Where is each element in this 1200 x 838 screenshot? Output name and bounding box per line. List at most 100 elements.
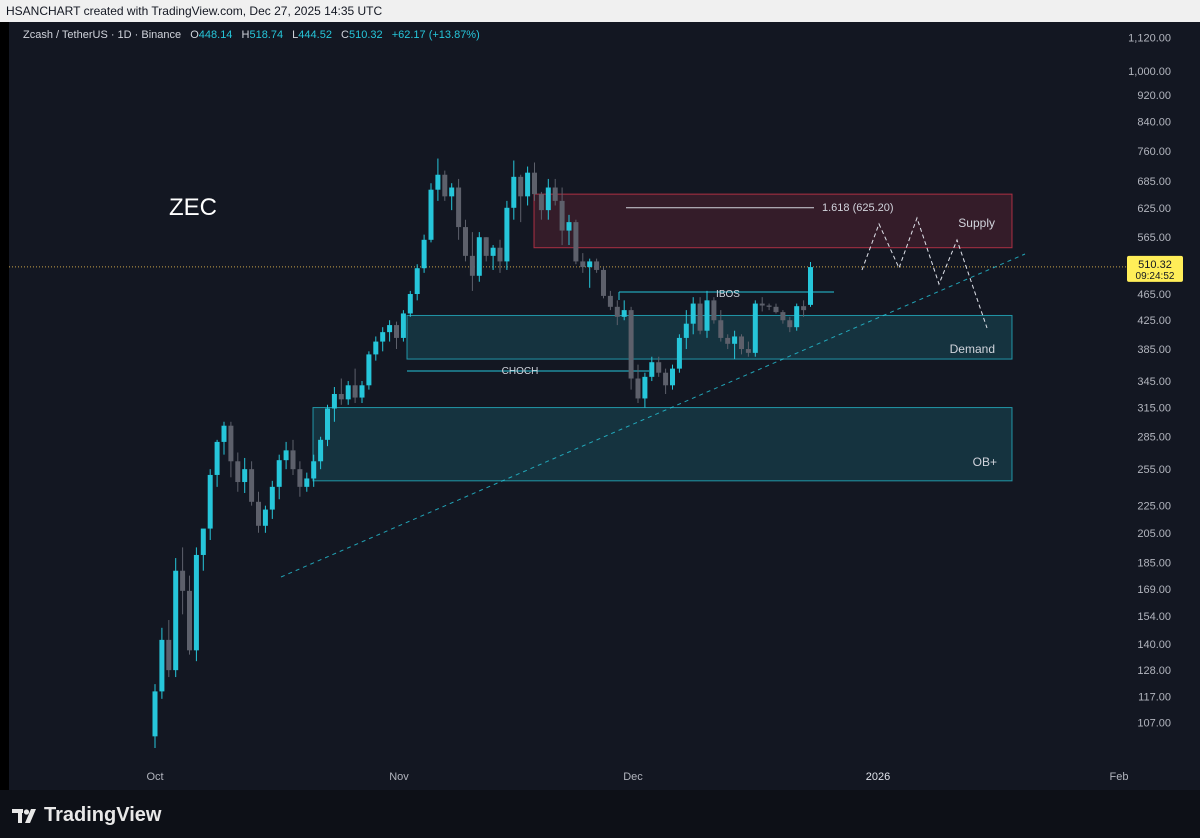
price-tick-label: 185.00 xyxy=(1137,558,1171,570)
open-key: O xyxy=(190,29,199,41)
candle-body xyxy=(621,310,627,317)
price-tick-label: 685.00 xyxy=(1137,176,1171,188)
candle-body xyxy=(732,336,738,344)
candle-body xyxy=(297,469,303,487)
candle-body xyxy=(166,639,172,671)
candle-body xyxy=(421,239,427,269)
price-tick-label: 285.00 xyxy=(1137,432,1171,444)
candle-body xyxy=(642,376,648,399)
low-value: 444.52 xyxy=(298,29,332,41)
candle-body xyxy=(580,261,586,268)
price-tick-label: 169.00 xyxy=(1137,584,1171,596)
candle-body xyxy=(511,176,517,208)
candle-body xyxy=(573,222,579,262)
candle-body xyxy=(787,320,793,328)
candle-body xyxy=(283,450,289,461)
candle-body xyxy=(380,332,386,342)
fib-label: 1.618 (625.20) xyxy=(822,202,894,214)
ob-plus-label: OB+ xyxy=(973,455,997,469)
candle-body xyxy=(601,269,606,296)
candle-body xyxy=(242,469,248,483)
candle-body xyxy=(200,528,206,555)
price-tick-label: 225.00 xyxy=(1137,501,1171,513)
candle-body xyxy=(483,237,489,256)
candle-body xyxy=(656,362,662,373)
high-value: 518.74 xyxy=(249,29,284,41)
candle-body xyxy=(566,222,572,231)
candle-body xyxy=(711,300,717,321)
caption-bar: HSANCHART created with TradingView.com, … xyxy=(0,0,1200,22)
candle-body xyxy=(670,368,675,386)
candle-body xyxy=(752,303,758,353)
candle-body xyxy=(449,187,455,197)
candle-body xyxy=(525,172,531,197)
candle-body xyxy=(780,312,786,321)
candle-body xyxy=(766,305,772,307)
price-tick-label: 565.00 xyxy=(1137,232,1171,244)
candle-body xyxy=(173,570,179,671)
last-price-tag xyxy=(1127,255,1183,282)
time-tick-label: 2026 xyxy=(866,771,890,783)
candle-body xyxy=(794,306,800,328)
close-key: C xyxy=(341,29,349,41)
candle-body xyxy=(304,478,310,487)
candle-body xyxy=(414,268,420,295)
candle-body xyxy=(400,313,406,338)
candle-body xyxy=(697,303,703,331)
candle-body xyxy=(180,570,186,591)
supply-label: Supply xyxy=(958,216,995,230)
ob-plus-zone xyxy=(312,407,1013,482)
candle-body xyxy=(187,590,192,651)
candle-body xyxy=(490,247,496,256)
candle-body xyxy=(739,336,744,350)
chart-panel[interactable]: ZEC 1.618 (625.20) Supply IBOS CHOCH Demand OB… xyxy=(9,22,1200,790)
candle-body xyxy=(276,460,282,487)
candle-body xyxy=(801,306,807,311)
candle-body xyxy=(338,394,344,400)
candle-body xyxy=(262,509,268,526)
candle-body xyxy=(718,320,724,338)
candle-body xyxy=(545,187,551,211)
candle-body xyxy=(628,310,634,379)
candle-body xyxy=(435,174,441,190)
change-value: +62.17 (+13.87%) xyxy=(391,29,480,41)
symbol-label: Zcash / TetherUS · 1D · Binance xyxy=(23,29,182,41)
candle-body xyxy=(704,300,710,331)
price-chart[interactable]: ZEC 1.618 (625.20) Supply IBOS CHOCH Demand OB… xyxy=(9,22,1200,790)
price-tick-label: 107.00 xyxy=(1137,717,1171,729)
candle-body xyxy=(607,295,613,307)
candle-body xyxy=(228,425,234,462)
demand-label: Demand xyxy=(950,342,995,356)
low-key: L xyxy=(292,29,299,41)
price-tick-label: 840.00 xyxy=(1137,117,1171,129)
candle-body xyxy=(235,461,241,483)
time-tick-label: Nov xyxy=(389,771,409,783)
price-tick-label: 1,000.00 xyxy=(1128,66,1171,78)
price-tick-label: 920.00 xyxy=(1137,90,1171,102)
tradingview-logo-text: TradingView xyxy=(44,804,162,826)
price-tick-label: 255.00 xyxy=(1137,464,1171,476)
candle-body xyxy=(407,294,413,314)
candle-body xyxy=(428,189,434,240)
candle-body xyxy=(552,187,558,201)
candle-body xyxy=(394,325,399,338)
price-tick-label: 385.00 xyxy=(1137,344,1171,356)
candle-body xyxy=(249,469,255,502)
price-tick-label: 128.00 xyxy=(1137,665,1171,677)
candle-body xyxy=(594,261,600,270)
price-tick-label: 154.00 xyxy=(1137,611,1171,623)
candle-body xyxy=(649,362,655,377)
price-tick-label: 1,120.00 xyxy=(1128,33,1171,45)
close-value: 510.32 xyxy=(348,29,383,41)
candle-body xyxy=(207,474,213,529)
candle-body xyxy=(469,255,475,276)
candle-body xyxy=(352,385,358,398)
price-tick-label: 117.00 xyxy=(1138,691,1171,703)
candle-body xyxy=(331,394,337,409)
candle-body xyxy=(745,349,751,353)
candle-body xyxy=(387,325,393,333)
price-tick-label: 625.00 xyxy=(1137,203,1171,215)
candle-body xyxy=(497,247,503,262)
candle-body xyxy=(559,200,565,231)
